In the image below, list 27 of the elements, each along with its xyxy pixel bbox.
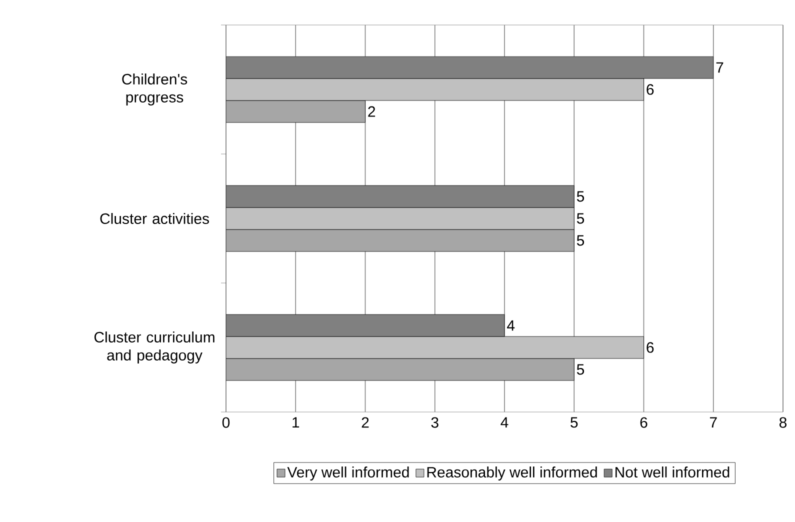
y-tick-label: Children's progress	[122, 74, 188, 106]
y-tick-label: Cluster curriculum and pedagogy	[94, 332, 214, 364]
x-tick-label: 3	[431, 417, 438, 428]
data-label: 5	[576, 191, 584, 202]
x-tick-label: 4	[500, 417, 508, 428]
bar	[226, 229, 574, 252]
x-tick-label: 8	[779, 417, 787, 428]
x-tick-label: 7	[710, 417, 717, 428]
y-tick-label: Cluster activities	[100, 212, 209, 224]
legend-label: Reasonably well informed	[427, 466, 597, 480]
data-label: 6	[646, 342, 654, 353]
data-label: 2	[368, 106, 376, 117]
bar	[226, 100, 366, 123]
data-label: 6	[646, 84, 654, 95]
x-tick-label: 6	[640, 417, 648, 428]
bar	[226, 358, 574, 381]
data-label: 7	[716, 62, 724, 73]
x-tick-label: 2	[362, 417, 369, 428]
legend-label: Not well informed	[616, 466, 730, 478]
x-tick-label: 0	[222, 417, 230, 428]
data-label: 5	[576, 364, 584, 375]
x-tick-label: 5	[570, 417, 578, 428]
x-tick-label: 1	[292, 417, 300, 428]
data-label: 5	[576, 235, 584, 246]
data-label: 4	[507, 320, 515, 331]
data-label: 5	[576, 213, 584, 224]
legend-label: Very well informed	[287, 466, 409, 480]
